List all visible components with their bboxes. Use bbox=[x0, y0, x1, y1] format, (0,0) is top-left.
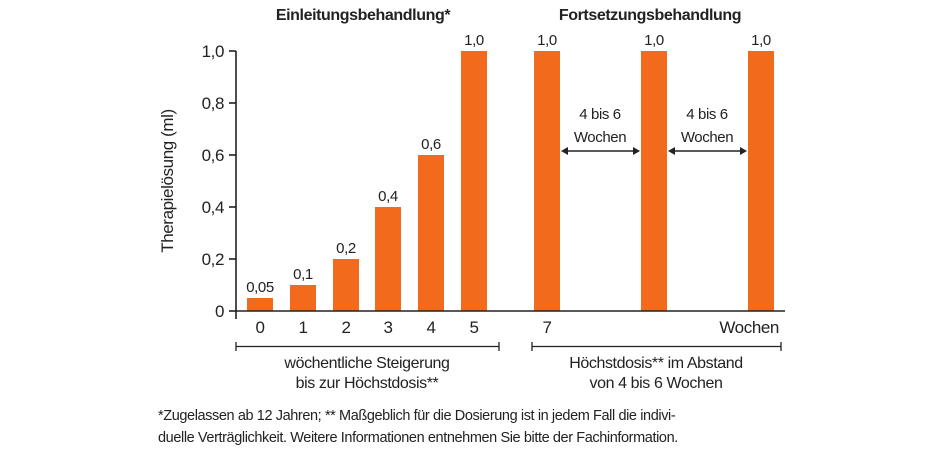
bar bbox=[641, 51, 667, 311]
bracket-label-line2: von 4 bis 6 Wochen bbox=[589, 375, 722, 392]
bar-value-label: 1,0 bbox=[644, 32, 664, 49]
interval-arrow-1: 4 bis 6 Wochen bbox=[561, 106, 640, 155]
interval-label-line1: 4 bis 6 bbox=[686, 106, 727, 123]
interval-arrow-2: 4 bis 6 Wochen bbox=[668, 106, 747, 155]
bar-value-label: 1,0 bbox=[464, 32, 484, 49]
x-tick-label: 1 bbox=[298, 318, 307, 337]
title-maintenance: Fortsetzungsbehandlung bbox=[559, 7, 741, 24]
footnote-line1: *Zugelassen ab 12 Jahren; ** Maßgeblich … bbox=[158, 408, 676, 424]
bracket-label-line1: wöchentliche Steigerung bbox=[283, 355, 449, 372]
bar bbox=[461, 51, 487, 311]
interval-label-line2: Wochen bbox=[681, 129, 733, 146]
bar bbox=[333, 259, 359, 311]
bar-value-label: 0,4 bbox=[378, 188, 398, 205]
y-tick-label: 0,6 bbox=[202, 146, 224, 165]
bar bbox=[534, 51, 560, 311]
y-tick-label: 0,8 bbox=[202, 94, 224, 113]
bar-value-label: 0,05 bbox=[246, 279, 274, 296]
bar-value-label: 0,6 bbox=[421, 136, 441, 153]
interval-label-line2: Wochen bbox=[574, 129, 626, 146]
x-tick-label: 7 bbox=[542, 318, 551, 337]
x-tick-label: 3 bbox=[383, 318, 392, 337]
y-axis-label: Therapielösung (ml) bbox=[158, 109, 177, 253]
y-tick-label: 1,0 bbox=[202, 42, 224, 61]
bar bbox=[748, 51, 774, 311]
bracket-label-line1: Höchstdosis** im Abstand bbox=[569, 355, 743, 372]
bars: 0,05 0,1 0,2 0,4 0,6 1,0 1,0 1,0 1,0 bbox=[246, 32, 774, 311]
x-axis-label: Wochen bbox=[719, 318, 779, 337]
bar bbox=[247, 298, 273, 311]
title-induction: Einleitungsbehandlung* bbox=[276, 7, 451, 24]
y-axis: 0 0,2 0,4 0,6 0,8 1,0 bbox=[202, 42, 237, 321]
bar bbox=[290, 285, 316, 311]
x-tick-label: 4 bbox=[426, 318, 435, 337]
bracket-induction: wöchentliche Steigerung bis zur Höchstdo… bbox=[235, 342, 500, 392]
footnote-line2: duelle Verträglichkeit. Weitere Informat… bbox=[158, 430, 678, 446]
bar-value-label: 0,1 bbox=[293, 266, 313, 283]
bar-value-label: 1,0 bbox=[537, 32, 557, 49]
bracket-label-line2: bis zur Höchstdosis** bbox=[296, 375, 439, 392]
bar bbox=[375, 207, 401, 311]
y-tick-label: 0,4 bbox=[202, 198, 224, 217]
x-tick-label: 2 bbox=[341, 318, 350, 337]
y-tick-label: 0 bbox=[215, 302, 224, 321]
bracket-maintenance: Höchstdosis** im Abstand von 4 bis 6 Woc… bbox=[531, 342, 782, 392]
x-axis: 0 1 2 3 4 5 7 bbox=[236, 310, 785, 337]
bar-value-label: 1,0 bbox=[751, 32, 771, 49]
bar bbox=[418, 155, 444, 311]
y-tick-label: 0,2 bbox=[202, 250, 224, 269]
x-tick-label: 0 bbox=[255, 318, 264, 337]
interval-label-line1: 4 bis 6 bbox=[579, 106, 620, 123]
x-tick-label: 5 bbox=[469, 318, 478, 337]
bar-value-label: 0,2 bbox=[336, 240, 356, 257]
